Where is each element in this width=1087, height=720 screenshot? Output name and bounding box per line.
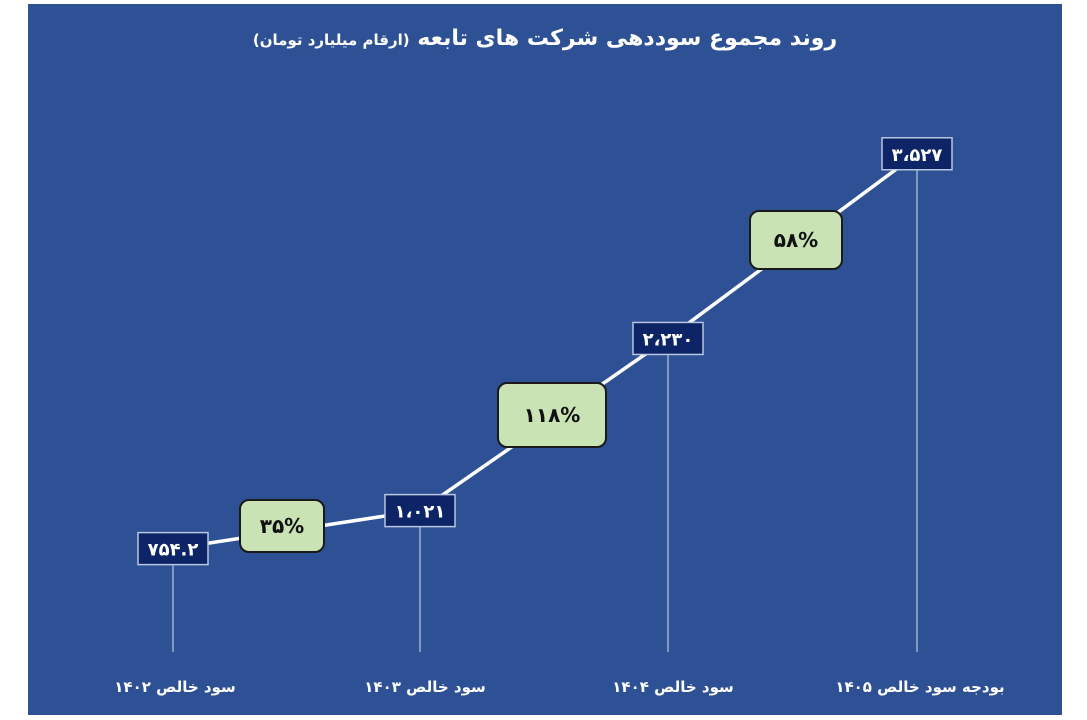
chart-title: روند مجموع سوددهی شرکت های تابعه (ارقام … — [28, 26, 1062, 51]
chart-background — [28, 4, 1062, 715]
value-label: ۲،۲۳۰ — [643, 329, 694, 350]
growth-box — [239, 499, 325, 553]
value-box — [384, 493, 456, 528]
growth-box — [497, 382, 607, 448]
subtitle-text: (ارقام میلیارد تومان) — [252, 31, 410, 49]
category-label: سود خالص ۱۴۰۴ — [612, 678, 734, 696]
value-label: ۱،۰۲۱ — [395, 502, 446, 523]
value-box — [881, 137, 953, 171]
value-label: ۳،۵۲۷ — [892, 145, 943, 166]
category-label: بودجه سود خالص ۱۴۰۵ — [835, 678, 1005, 696]
growth-box — [749, 210, 843, 270]
title-text: روند مجموع سوددهی شرکت های تابعه — [417, 26, 838, 51]
value-label: ۷۵۴.۲ — [148, 540, 199, 561]
growth-label: ۵۸% — [774, 228, 818, 252]
value-box — [632, 321, 704, 356]
category-label: سود خالص ۱۴۰۲ — [114, 678, 236, 696]
category-label: سود خالص ۱۴۰۳ — [364, 678, 486, 696]
growth-label: ۱۱۸% — [524, 403, 581, 427]
value-box — [137, 531, 209, 566]
growth-label: ۳۵% — [260, 514, 304, 538]
